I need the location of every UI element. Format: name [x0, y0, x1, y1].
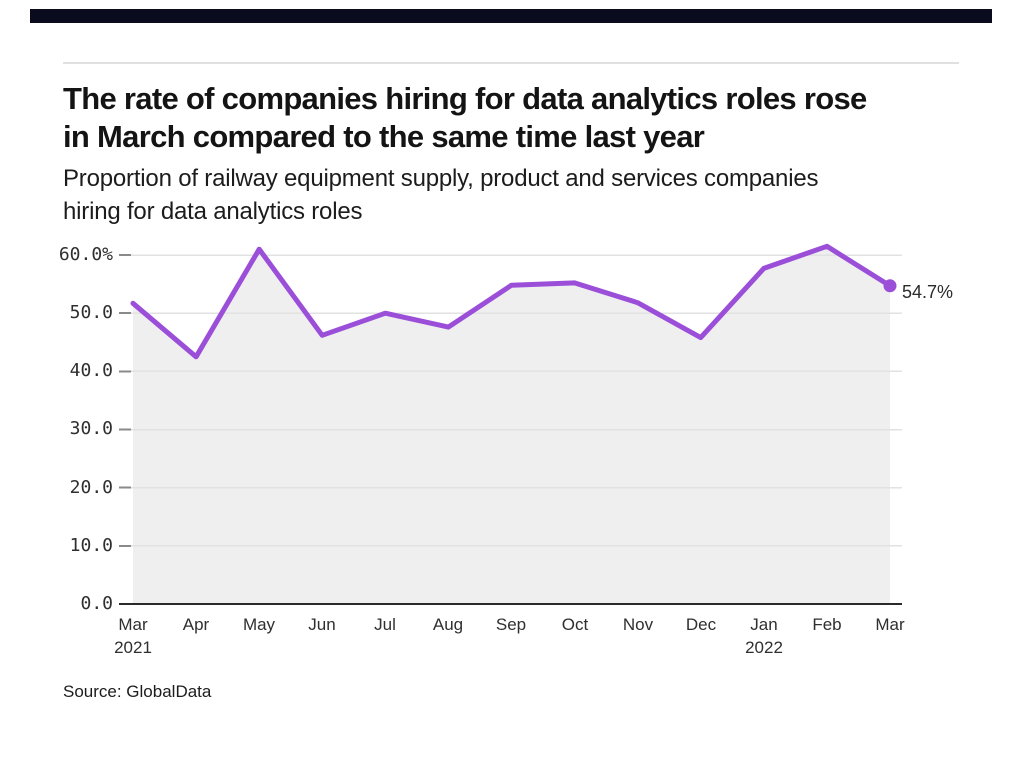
x-axis-month-label: Jan: [750, 615, 778, 634]
x-axis-month-label: Mar: [118, 615, 148, 634]
chart-line: [130, 243, 893, 360]
source-attribution: Source: GlobalData: [63, 682, 212, 701]
chart-subtitle-line-2: hiring for data analytics roles: [63, 198, 363, 225]
x-axis-month-label: Sep: [495, 615, 527, 634]
x-axis-month-label: Jun: [308, 615, 336, 634]
y-axis-tick-label: 50.0: [69, 302, 113, 323]
chart-title-line-1: The rate of companies hiring for data an…: [63, 81, 867, 116]
y-axis-tick-label: 60.0%: [58, 244, 113, 265]
y-axis-tick-label: 0.0: [80, 593, 113, 614]
y-axis-tick-label: 30.0: [69, 418, 113, 439]
x-axis-month-label: May: [242, 615, 276, 634]
x-axis-month-label: Aug: [432, 615, 464, 634]
chart-subtitle-line-1: Proportion of railway equipment supply, …: [63, 165, 819, 192]
x-axis-month-label: Oct: [561, 615, 589, 634]
chart-area-fill: [133, 246, 890, 605]
y-axis-tick-label: 40.0: [69, 360, 113, 381]
endpoint-value-label: 54.7%: [902, 282, 954, 302]
x-axis-month-label: Dec: [685, 615, 717, 634]
chart-subtitle: Proportion of railway equipment supply, …: [63, 162, 818, 228]
x-axis-month-label: Jul: [374, 615, 396, 634]
y-axis-tick-label: 20.0: [69, 477, 113, 498]
x-axis-year-label: 2021: [114, 638, 152, 657]
header-divider: [63, 62, 959, 64]
x-axis-month-label: Feb: [812, 615, 842, 634]
y-axis-tick-label: 10.0: [69, 535, 113, 556]
chart-title: The rate of companies hiring for data an…: [63, 80, 867, 156]
brand-top-bar: [30, 9, 992, 23]
x-axis-month-label: Apr: [182, 615, 210, 634]
chart-title-line-2: in March compared to the same time last …: [63, 119, 705, 154]
x-axis-year-label: 2022: [745, 638, 783, 657]
x-axis-month-label: Nov: [622, 615, 654, 634]
chart-endpoint-dot: [883, 279, 897, 293]
x-axis-month-label: Mar: [875, 615, 905, 634]
